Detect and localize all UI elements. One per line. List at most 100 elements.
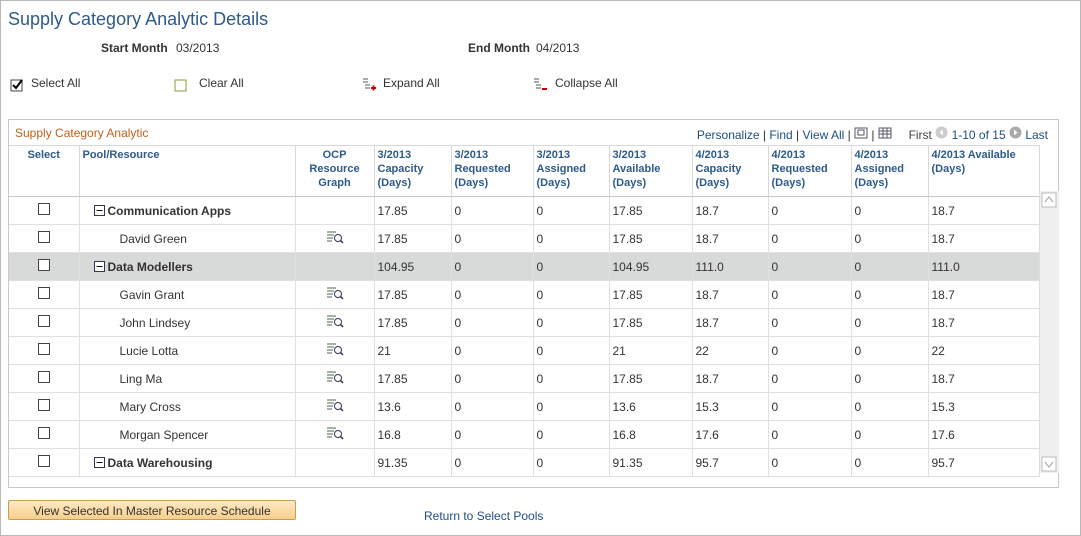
graph-icon[interactable] (326, 370, 344, 384)
value-cell: 0 (533, 224, 610, 253)
name-cell: John Lindsey (79, 308, 296, 337)
value-cell: 0 (533, 448, 610, 477)
column-header: 4/2013 Assigned (Days) (851, 145, 929, 197)
download-icon[interactable] (878, 127, 892, 139)
graph-cell (295, 448, 375, 477)
collapse-all[interactable]: Collapse All (555, 76, 618, 90)
row-checkbox[interactable] (37, 259, 50, 271)
value-cell: 0 (768, 392, 852, 421)
graph-cell (295, 224, 375, 253)
graph-icon[interactable] (326, 314, 344, 328)
last-link[interactable]: Last (1025, 128, 1048, 142)
name-cell: Gavin Grant (79, 280, 296, 309)
return-link[interactable]: Return to Select Pools (424, 509, 544, 523)
name-cell: Morgan Spencer (79, 420, 296, 449)
graph-icon[interactable] (326, 342, 344, 356)
select-cell (9, 196, 80, 225)
table-row: Data Warehousing 91.35 0 0 91.35 95.7 0 0 95.7 (9, 448, 1040, 477)
row-checkbox[interactable] (37, 399, 50, 411)
find-link[interactable]: Find (769, 128, 793, 142)
value-cell: 0 (533, 280, 610, 309)
value-cell: 17.6 (692, 420, 769, 449)
value-cell: 95.7 (928, 448, 1040, 477)
view-schedule-button[interactable]: View Selected In Master Resource Schedul… (8, 500, 296, 520)
graph-icon[interactable] (326, 426, 344, 440)
graph-icon[interactable] (326, 398, 344, 412)
value-cell: 0 (451, 308, 534, 337)
select-all-icon[interactable] (10, 78, 24, 92)
name-cell: David Green (79, 224, 296, 253)
row-checkbox[interactable] (37, 287, 50, 299)
row-checkbox[interactable] (37, 315, 50, 327)
value-cell: 17.85 (609, 280, 693, 309)
select-cell (9, 448, 80, 477)
column-header: Pool/Resource (79, 145, 296, 197)
value-cell: 17.85 (374, 224, 452, 253)
collapse-icon[interactable] (93, 456, 105, 468)
grid-title: Supply Category Analytic (15, 126, 149, 140)
value-cell: 18.7 (692, 364, 769, 393)
row-checkbox[interactable] (37, 455, 50, 467)
table-row: Mary Cross 13.6 0 0 13.6 15.3 0 0 15.3 (9, 392, 1040, 421)
zoom-icon[interactable] (854, 127, 868, 139)
resource-name: David Green (119, 231, 187, 246)
row-checkbox[interactable] (37, 231, 50, 243)
value-cell: 0 (451, 392, 534, 421)
grid: Supply Category Analytic Personalize | F… (8, 119, 1059, 488)
graph-icon[interactable] (326, 230, 344, 244)
value-cell: 111.0 (692, 252, 769, 281)
value-cell: 21 (374, 336, 452, 365)
row-checkbox[interactable] (37, 343, 50, 355)
pool-name: Data Warehousing (107, 455, 213, 470)
row-checkbox[interactable] (37, 203, 50, 215)
row-checkbox[interactable] (37, 427, 50, 439)
graph-cell (295, 336, 375, 365)
value-cell: 0 (451, 196, 534, 225)
value-cell: 16.8 (374, 420, 452, 449)
table-row: Data Modellers 104.95 0 0 104.95 111.0 0 0 111.0 (9, 252, 1040, 281)
scroll-arrows[interactable] (1040, 191, 1059, 473)
first-label[interactable]: First (908, 128, 932, 142)
value-cell: 0 (533, 336, 610, 365)
expand-all-icon[interactable] (361, 77, 377, 93)
select-all[interactable]: Select All (31, 76, 81, 90)
value-cell: 0 (533, 420, 610, 449)
column-header: 4/2013 Available (Days) (928, 145, 1040, 197)
row-checkbox[interactable] (37, 371, 50, 383)
value-cell: 17.85 (374, 196, 452, 225)
graph-icon[interactable] (326, 286, 344, 300)
value-cell: 0 (451, 224, 534, 253)
value-cell: 0 (451, 336, 534, 365)
next-icon[interactable] (1009, 126, 1022, 139)
collapse-all-icon[interactable] (532, 77, 548, 93)
value-cell: 15.3 (692, 392, 769, 421)
value-cell: 95.7 (692, 448, 769, 477)
value-cell: 0 (768, 252, 852, 281)
value-cell: 0 (851, 420, 929, 449)
value-cell: 0 (768, 336, 852, 365)
name-cell: Ling Ma (79, 364, 296, 393)
select-cell (9, 280, 80, 309)
column-header: Select (9, 145, 80, 197)
clear-all-icon[interactable] (174, 79, 188, 93)
value-cell: 0 (533, 392, 610, 421)
value-cell: 0 (533, 364, 610, 393)
view-all-link[interactable]: View All (802, 128, 845, 142)
name-cell: Data Warehousing (79, 448, 296, 477)
prev-icon[interactable] (935, 126, 948, 139)
resource-name: Ling Ma (119, 371, 163, 386)
collapse-icon[interactable] (93, 204, 105, 216)
scrollbar[interactable] (1039, 191, 1059, 473)
personalize-link[interactable]: Personalize (696, 128, 760, 142)
value-cell: 0 (533, 196, 610, 225)
page-title: Supply Category Analytic Details (8, 9, 269, 29)
clear-all[interactable]: Clear All (199, 76, 244, 90)
expand-all[interactable]: Expand All (383, 76, 440, 90)
value-cell: 0 (768, 196, 852, 225)
value-cell: 18.7 (692, 280, 769, 309)
collapse-icon[interactable] (93, 260, 105, 272)
table-row: Gavin Grant 17.85 0 0 17.85 18.7 0 0 18.7 (9, 280, 1040, 309)
value-cell: 0 (768, 364, 852, 393)
table-row: John Lindsey 17.85 0 0 17.85 18.7 0 0 18.7 (9, 308, 1040, 337)
